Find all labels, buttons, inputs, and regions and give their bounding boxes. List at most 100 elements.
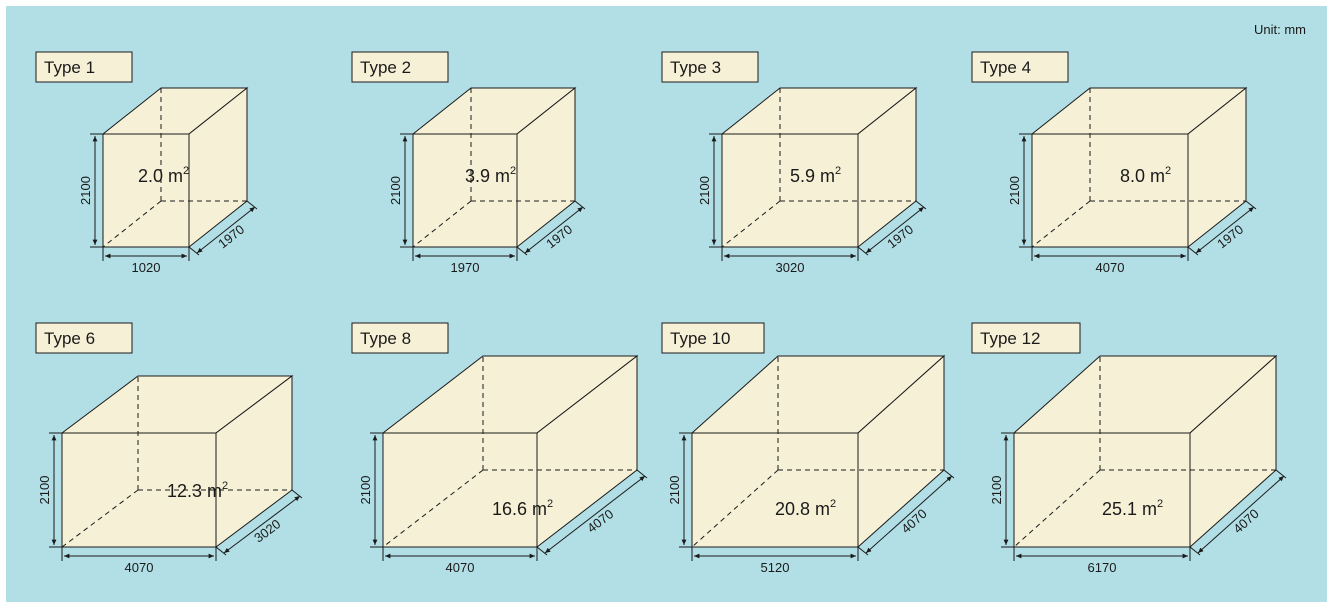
depth-extension-line (943, 469, 955, 479)
floor-area-label: 25.1 m2 (1102, 498, 1163, 519)
area-superscript: 2 (830, 498, 836, 510)
floor-area-value: 8.0 m (1120, 166, 1165, 186)
unit-label: Unit: mm (1254, 22, 1306, 37)
depth-extension-line (1189, 546, 1201, 556)
hidden-edge (1013, 469, 1101, 548)
hidden-edge (721, 200, 781, 248)
width-value: 1970 (451, 260, 480, 275)
height-value: 2100 (37, 476, 52, 505)
box-front-face (102, 133, 190, 248)
depth-dimension-arrow (865, 206, 925, 254)
depth-dimension-arrow (1197, 475, 1285, 554)
area-superscript: 2 (547, 498, 553, 510)
height-value: 2100 (989, 476, 1004, 505)
type-label-box (661, 51, 759, 83)
type-label-box (351, 322, 449, 354)
type-label: Type 3 (670, 58, 721, 77)
hidden-edge (102, 200, 162, 248)
depth-extension-line (1245, 200, 1257, 210)
depth-extension-line (1187, 246, 1199, 256)
depth-dimension-arrow (196, 206, 256, 254)
width-value: 6170 (1088, 560, 1117, 575)
depth-extension-line (215, 546, 227, 556)
height-value: 2100 (358, 476, 373, 505)
area-superscript: 2 (510, 165, 516, 177)
height-value: 2100 (78, 176, 93, 205)
type-label: Type 12 (980, 329, 1041, 348)
box-front-face (721, 133, 859, 248)
depth-extension-line (636, 469, 648, 479)
area-superscript: 2 (222, 480, 228, 492)
floor-area-label: 16.6 m2 (492, 498, 553, 519)
floor-area-value: 20.8 m (775, 499, 830, 519)
type-label: Type 6 (44, 329, 95, 348)
hidden-edge (1031, 200, 1091, 248)
type-label: Type 2 (360, 58, 411, 77)
depth-dimension-arrow (223, 495, 301, 554)
floor-area-value: 25.1 m (1102, 499, 1157, 519)
depth-extension-line (246, 200, 258, 210)
width-value: 5120 (761, 560, 790, 575)
depth-extension-line (536, 546, 548, 556)
floor-area-label: 3.9 m2 (465, 165, 516, 186)
width-value: 4070 (446, 560, 475, 575)
depth-extension-line (857, 546, 869, 556)
depth-extension-line (516, 246, 528, 256)
type-label-box (35, 322, 133, 354)
area-superscript: 2 (1157, 498, 1163, 510)
depth-dimension-arrow (524, 206, 584, 254)
box-front-face (691, 432, 859, 548)
type-label-box (971, 51, 1069, 83)
type-label: Type 8 (360, 329, 411, 348)
floor-area-value: 3.9 m (465, 166, 510, 186)
depth-extension-line (188, 246, 200, 256)
box-front-face (382, 432, 538, 548)
floor-area-value: 16.6 m (492, 499, 547, 519)
width-value: 4070 (125, 560, 154, 575)
floor-area-label: 12.3 m2 (167, 480, 228, 501)
type-label: Type 1 (44, 58, 95, 77)
hidden-edge (382, 469, 484, 548)
depth-dimension-arrow (865, 475, 953, 554)
floor-area-label: 5.9 m2 (790, 165, 841, 186)
depth-extension-line (291, 489, 303, 499)
type-label-box (661, 322, 765, 354)
hidden-edge (412, 200, 472, 248)
width-value: 4070 (1096, 260, 1125, 275)
width-value: 3020 (776, 260, 805, 275)
type-label-box (35, 51, 133, 83)
depth-extension-line (1275, 469, 1287, 479)
type-label-box (351, 51, 449, 83)
height-value: 2100 (388, 176, 403, 205)
floor-area-value: 5.9 m (790, 166, 835, 186)
type-label: Type 4 (980, 58, 1031, 77)
area-superscript: 2 (183, 165, 189, 177)
height-value: 2100 (1007, 176, 1022, 205)
hidden-edge (691, 469, 779, 548)
height-value: 2100 (667, 476, 682, 505)
depth-extension-line (574, 200, 586, 210)
box-front-face (1013, 432, 1191, 548)
floor-area-value: 12.3 m (167, 481, 222, 501)
area-superscript: 2 (835, 165, 841, 177)
floor-area-label: 20.8 m2 (775, 498, 836, 519)
box-front-face (1031, 133, 1189, 248)
floor-area-value: 2.0 m (138, 166, 183, 186)
depth-extension-line (857, 246, 869, 256)
depth-dimension-arrow (544, 475, 646, 554)
width-value: 1020 (132, 260, 161, 275)
hidden-edge (61, 489, 139, 548)
floor-area-label: 2.0 m2 (138, 165, 189, 186)
floor-area-label: 8.0 m2 (1120, 165, 1171, 186)
type-label: Type 10 (670, 329, 731, 348)
area-superscript: 2 (1165, 165, 1171, 177)
